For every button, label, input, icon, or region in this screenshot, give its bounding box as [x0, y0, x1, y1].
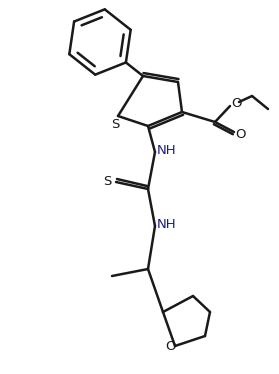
Text: O: O [166, 340, 176, 353]
Text: O: O [235, 128, 245, 141]
Text: NH: NH [157, 218, 177, 230]
Text: S: S [111, 117, 119, 131]
Text: NH: NH [157, 144, 177, 156]
Text: O: O [231, 96, 241, 110]
Text: S: S [103, 175, 111, 187]
